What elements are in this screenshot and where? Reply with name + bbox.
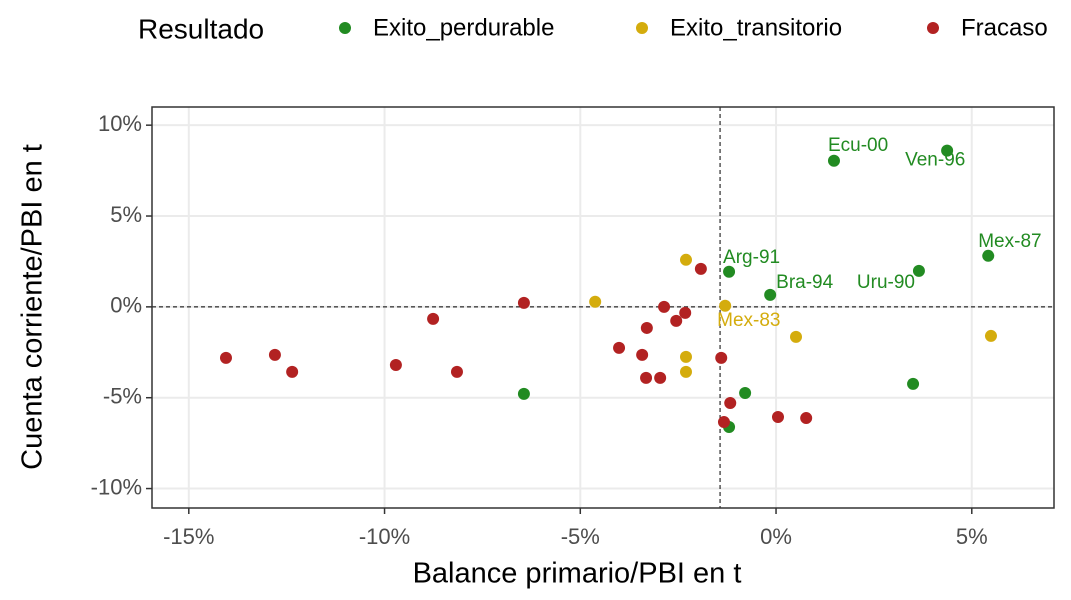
point <box>764 288 777 301</box>
point <box>984 329 997 342</box>
point-label: Arg-91 <box>723 247 780 268</box>
point <box>790 330 803 343</box>
point <box>654 371 667 384</box>
point <box>715 351 728 364</box>
point <box>912 264 925 277</box>
y-axis-title: Cuenta corriente/PBI en t <box>17 144 49 470</box>
point <box>982 249 995 262</box>
point <box>517 296 530 309</box>
plot-border <box>151 106 1055 509</box>
point <box>941 144 954 157</box>
point <box>739 386 752 399</box>
point-label: Bra-94 <box>776 272 833 293</box>
point <box>719 299 732 312</box>
point <box>589 295 602 308</box>
point <box>427 312 440 325</box>
point <box>517 387 530 400</box>
point <box>219 351 232 364</box>
point <box>679 306 692 319</box>
point <box>268 348 281 361</box>
point <box>694 262 707 275</box>
legend-label: Exito_perdurable <box>373 14 554 41</box>
point <box>286 365 299 378</box>
point <box>724 396 737 409</box>
point-label: Ven-96 <box>905 150 965 171</box>
x-tick-label: 5% <box>956 524 988 549</box>
legend-title: Resultado <box>138 13 264 44</box>
point-label: Mex-87 <box>978 231 1041 252</box>
point-label: Uru-90 <box>857 272 915 293</box>
y-tick-label: -10% <box>91 474 142 499</box>
point <box>771 410 784 423</box>
point <box>389 359 402 372</box>
legend-label: Fracaso <box>961 14 1048 41</box>
point <box>658 300 671 313</box>
y-tick-label: 0% <box>110 293 142 318</box>
point <box>450 365 463 378</box>
point <box>679 253 692 266</box>
y-tick-label: -5% <box>103 384 142 409</box>
point <box>640 371 653 384</box>
point <box>670 314 683 327</box>
point <box>717 416 730 429</box>
point <box>640 321 653 334</box>
x-tick-label: -15% <box>163 524 214 549</box>
point <box>907 377 920 390</box>
point-label: Ecu-00 <box>828 135 888 156</box>
point <box>827 154 840 167</box>
point-label: Mex-83 <box>717 310 780 331</box>
x-axis-title: Balance primario/PBI en t <box>413 558 742 590</box>
legend-marker <box>636 22 648 34</box>
point <box>679 365 692 378</box>
y-tick-label: 5% <box>110 202 142 227</box>
point <box>679 350 692 363</box>
legend-marker <box>339 22 351 34</box>
y-tick-label: 10% <box>98 111 142 136</box>
point <box>636 348 649 361</box>
legend-marker <box>927 22 939 34</box>
point <box>613 341 626 354</box>
legend: Resultado Exito_perdurable Exito_transito… <box>138 13 1048 44</box>
legend-label: Exito_transitorio <box>670 14 842 41</box>
x-tick-label: -5% <box>561 524 600 549</box>
point <box>723 265 736 278</box>
point <box>800 412 813 425</box>
x-tick-label: 0% <box>760 524 792 549</box>
x-tick-label: -10% <box>359 524 410 549</box>
